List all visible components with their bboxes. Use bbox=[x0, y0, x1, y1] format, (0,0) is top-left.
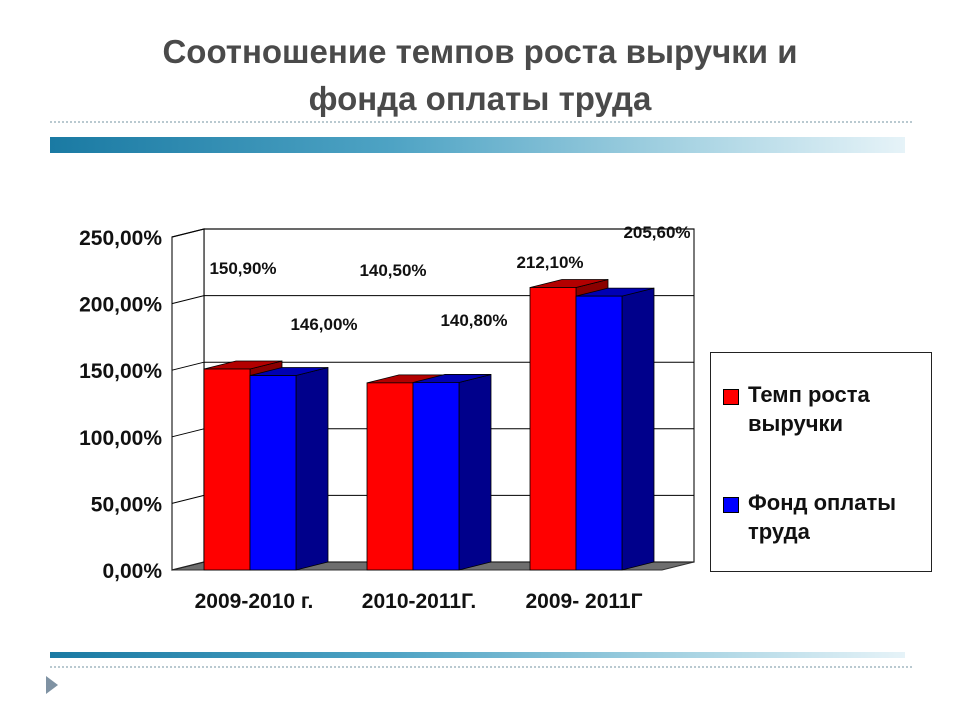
bar bbox=[575, 295, 623, 571]
x-category-label: 2009- 2011Г bbox=[525, 590, 642, 613]
data-label: 140,50% bbox=[359, 261, 426, 280]
y-tick-label: 250,00% bbox=[79, 227, 162, 250]
bar-side bbox=[295, 367, 329, 571]
bar bbox=[412, 382, 460, 571]
y-tick-label: 100,00% bbox=[79, 427, 162, 450]
chart-title: Соотношение темпов роста выручки и фонда… bbox=[0, 28, 960, 122]
data-label: 140,80% bbox=[440, 311, 507, 330]
data-label: 212,10% bbox=[516, 253, 583, 272]
gridline-side bbox=[171, 428, 205, 438]
y-tick-label: 0,00% bbox=[102, 560, 162, 583]
top-gradient-band bbox=[50, 137, 905, 153]
chart-side-wall bbox=[171, 228, 205, 571]
data-label: 205,60% bbox=[623, 223, 690, 242]
bar-side bbox=[621, 287, 655, 571]
bar bbox=[529, 287, 577, 571]
legend-label-revenue: Темп роста выручки bbox=[748, 382, 870, 436]
y-tick-label: 50,00% bbox=[91, 493, 163, 516]
bar bbox=[366, 382, 414, 571]
x-category-label: 2009-2010 г. bbox=[195, 590, 314, 613]
gridline-side bbox=[171, 494, 205, 504]
data-label: 150,90% bbox=[209, 259, 276, 278]
chart-title-line-1: Соотношение темпов роста выручки и bbox=[162, 33, 798, 70]
top-dotted-divider bbox=[50, 121, 912, 123]
chart-title-line-2: фонда оплаты труда bbox=[308, 80, 652, 117]
data-label: 146,00% bbox=[290, 315, 357, 334]
gridline-side bbox=[171, 361, 205, 371]
legend-swatch-revenue bbox=[723, 389, 739, 405]
gridline-side bbox=[171, 295, 205, 305]
legend-label-payroll: Фонд оплаты труда bbox=[748, 490, 897, 544]
play-arrow-icon[interactable] bbox=[46, 676, 58, 694]
legend-swatch-payroll bbox=[723, 497, 739, 513]
bottom-gradient-band bbox=[50, 652, 905, 658]
gridline-side bbox=[171, 228, 205, 238]
bar bbox=[249, 375, 297, 571]
y-tick-label: 200,00% bbox=[79, 294, 162, 317]
y-tick-label: 150,00% bbox=[79, 360, 162, 383]
bottom-dotted-divider bbox=[50, 666, 912, 668]
x-category-label: 2010-2011Г. bbox=[362, 590, 476, 613]
chart-legend: Темп роста выручки Фонд оплаты труда bbox=[710, 352, 932, 572]
bar-side bbox=[458, 373, 492, 571]
bar bbox=[203, 368, 251, 571]
